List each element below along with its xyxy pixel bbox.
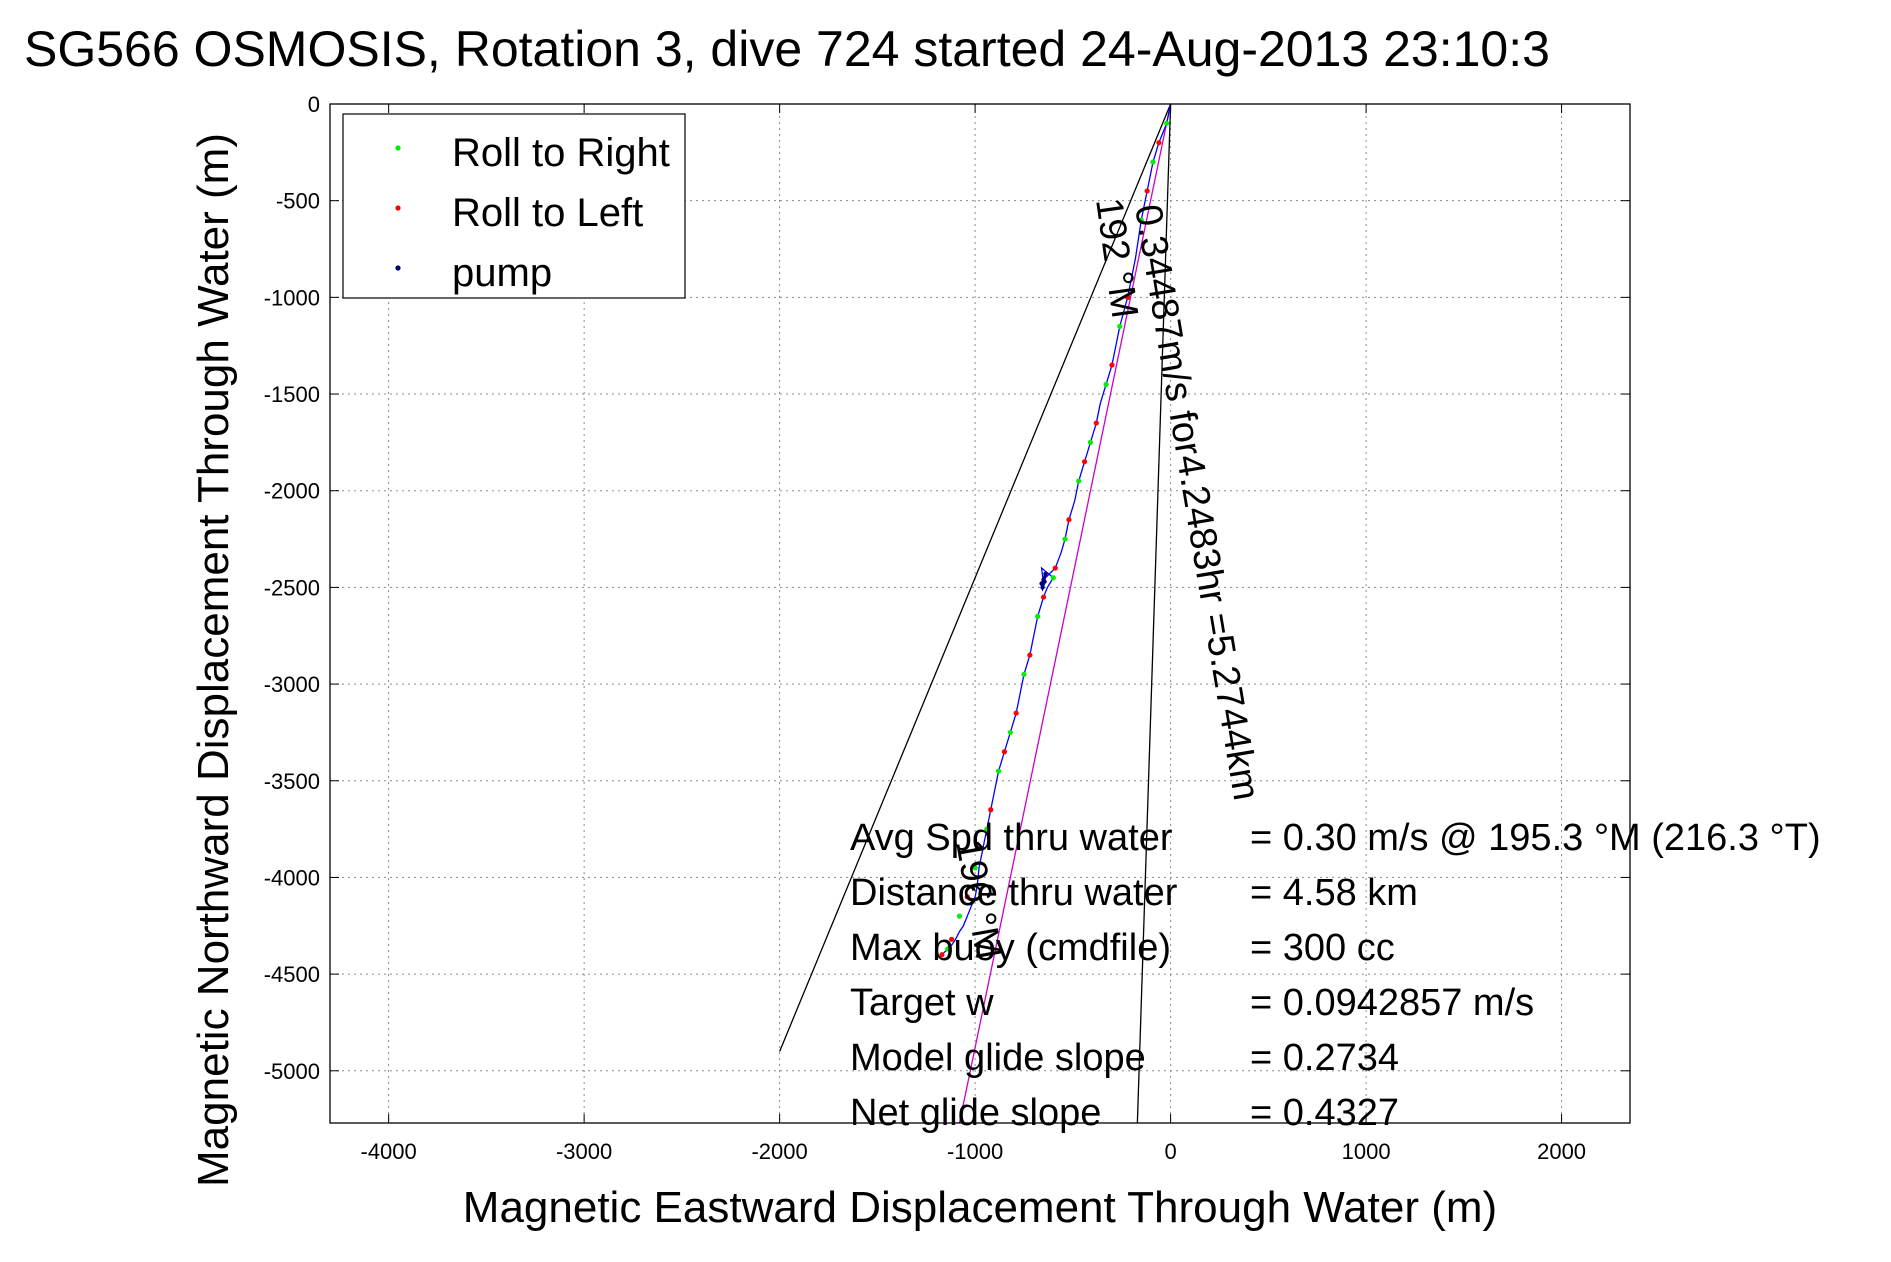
roll-to-right-point	[1087, 439, 1094, 445]
roll-to-left-point	[1066, 517, 1072, 523]
roll-to-left-point	[976, 845, 982, 852]
stat-value: = 0.4327	[1250, 1092, 1399, 1134]
roll-to-left-point	[1156, 140, 1162, 146]
roll-to-right-point	[1076, 478, 1082, 484]
roll-to-left-point	[964, 894, 970, 900]
roll-to-left-point	[1124, 294, 1131, 300]
stat-label: Model glide slope	[850, 1037, 1146, 1079]
roll-to-right-point	[1164, 120, 1170, 126]
stat-value: = 0.30 m/s @ 195.3 °M (216.3 °T)	[1250, 817, 1821, 859]
x-tick-label: -1000	[947, 1139, 1003, 1164]
pump-point	[1042, 579, 1047, 584]
legend-marker	[395, 205, 401, 211]
roll-to-left-point	[949, 936, 955, 942]
dive-statistics: Avg Spd thru water = 0.30 m/s @ 195.3 °M …	[850, 817, 1821, 1134]
y-tick-label: -4500	[264, 962, 320, 987]
y-tick-label: -2500	[264, 575, 320, 600]
legend-entry: Roll to Left	[452, 191, 643, 235]
plot-frame	[329, 103, 1631, 1124]
stat-value: = 300 cc	[1250, 927, 1395, 969]
roll-to-left-point	[1093, 420, 1099, 426]
stat-value: = 4.58 km	[1250, 872, 1418, 914]
legend-entry: Roll to Right	[452, 131, 670, 175]
x-tick-label: -2000	[751, 1139, 807, 1164]
chart-legend: Roll to Right Roll to Left pump	[342, 113, 686, 299]
chart-title: SG566 OSMOSIS, Rotation 3, dive 724 star…	[24, 21, 1550, 77]
x-tick-label: 1000	[1342, 1139, 1391, 1164]
x-axis-label: Magnetic Eastward Displacement Through W…	[463, 1183, 1497, 1232]
y-tick-label: -1000	[264, 285, 320, 310]
roll-to-right-point	[1021, 671, 1027, 678]
data-series	[939, 103, 1172, 958]
y-tick-label: -3500	[264, 769, 320, 794]
roll-to-left-point	[1109, 362, 1115, 368]
legend-marker	[395, 145, 401, 151]
y-tick-label: -2000	[264, 479, 320, 504]
roll-to-left-point	[988, 807, 994, 813]
roll-to-left-point	[1081, 459, 1088, 465]
y-tick-label: -500	[276, 189, 320, 214]
x-axis-ticks: -4000 -3000 -2000 -1000 0 1000 2000	[361, 104, 1586, 1164]
legend-marker	[395, 265, 401, 271]
roll-to-left-point	[1144, 188, 1150, 194]
stat-value: = 0.0942857 m/s	[1250, 982, 1534, 1024]
roll-to-left-point	[1052, 565, 1058, 571]
roll-to-right-point	[1103, 381, 1109, 387]
y-tick-label: -5000	[264, 1059, 320, 1084]
stat-label: Target w	[850, 982, 994, 1024]
legend-entry: pump	[452, 251, 552, 295]
stat-label: Distance thru water	[850, 872, 1178, 914]
stat-label: Max buoy (cmdfile)	[850, 927, 1171, 969]
roll-to-right-point	[984, 826, 990, 832]
roll-to-right-point	[1117, 323, 1123, 329]
net-heading-line	[958, 103, 1172, 1124]
x-tick-label: 0	[1164, 1139, 1176, 1164]
y-tick-label: -1500	[264, 382, 320, 407]
stat-label: Avg Spd thru water	[850, 817, 1173, 859]
course-line-left	[779, 103, 1172, 1052]
roll-to-right-point	[956, 913, 963, 919]
roll-to-left-point	[1027, 652, 1033, 658]
stat-label: Net glide slope	[850, 1092, 1101, 1134]
roll-to-right-point	[1062, 536, 1068, 542]
roll-to-right-point	[1007, 729, 1013, 736]
x-tick-label: -4000	[361, 1139, 417, 1164]
y-tick-label: 0	[308, 92, 320, 117]
roll-to-right-point	[1150, 159, 1156, 165]
stat-value: = 0.2734	[1250, 1037, 1399, 1079]
roll-to-left-point	[939, 952, 945, 958]
course-line-right	[1136, 103, 1172, 1124]
roll-to-left-point	[1001, 749, 1008, 755]
roll-to-right-point	[972, 865, 978, 871]
x-tick-label: -3000	[556, 1139, 612, 1164]
y-axis-ticks: 0 -500 -1000 -1500 -2000 -2500 -3000 -3500 -4000…	[264, 92, 1630, 1084]
reference-lines	[779, 103, 1172, 1124]
roll-to-right-point	[1138, 217, 1144, 223]
y-tick-label: -3000	[264, 672, 320, 697]
pump-point	[1043, 571, 1048, 577]
y-tick-label: -4000	[264, 865, 320, 890]
roll-to-right-point	[995, 768, 1002, 774]
roll-to-left-point	[1040, 594, 1047, 600]
x-tick-label: 2000	[1537, 1139, 1586, 1164]
y-axis-label: Magnetic Northward Displacement Through …	[189, 133, 238, 1187]
roll-to-left-point	[1013, 710, 1019, 716]
roll-to-right-point	[1035, 613, 1041, 620]
pump-point	[1040, 585, 1045, 590]
roll-to-right-point	[1050, 575, 1056, 581]
roll-to-right-point	[945, 946, 951, 952]
